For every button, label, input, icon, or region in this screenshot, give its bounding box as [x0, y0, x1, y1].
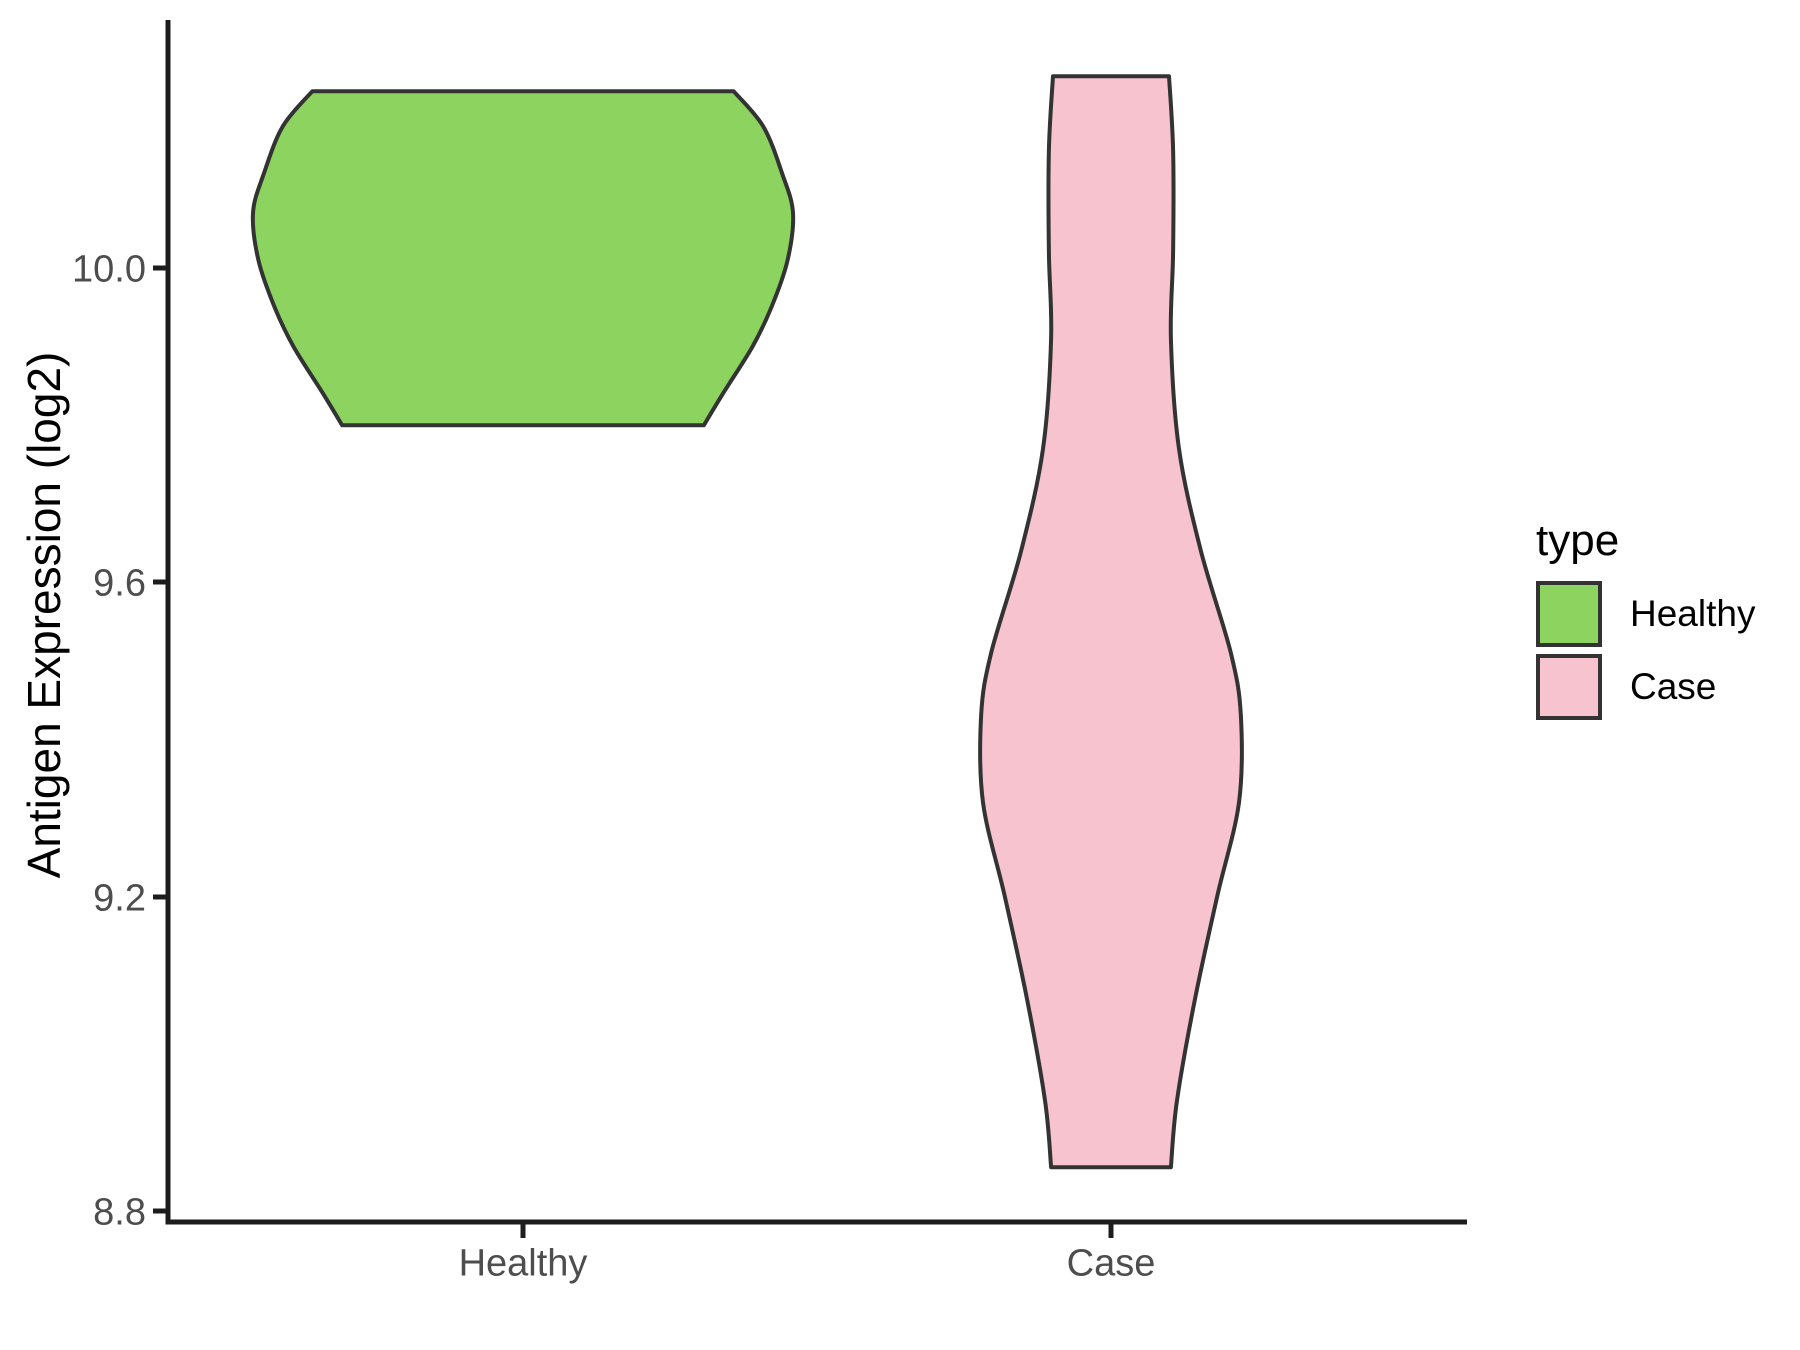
y-axis-title: Antigen Expression (log2): [18, 352, 70, 879]
x-tick-label-healthy: Healthy: [459, 1242, 588, 1284]
y-tick-label: 9.2: [93, 877, 146, 919]
legend-label-case: Case: [1630, 665, 1717, 707]
legend-entry-healthy: Healthy: [1536, 580, 1756, 647]
legend-entry-case: Case: [1536, 653, 1755, 720]
y-axis: 10.0 9.6 9.2 8.8 Antigen Expression (log…: [18, 20, 171, 1233]
y-tick-label: 8.8: [93, 1191, 146, 1233]
legend-label-healthy: Healthy: [1630, 592, 1756, 634]
y-tick-label: 9.6: [93, 562, 146, 604]
y-tick-label: 10.0: [72, 248, 146, 290]
legend-swatch-case: [1536, 653, 1602, 720]
legend-title: type: [1536, 516, 1620, 565]
x-axis: Healthy Case: [165, 1219, 1467, 1284]
legend-swatch-healthy: [1536, 580, 1602, 647]
violin-case: [978, 74, 1244, 1170]
violin-healthy: [250, 89, 796, 428]
legend: type Healthy Case: [1536, 516, 1755, 727]
x-tick-label-case: Case: [1067, 1242, 1156, 1284]
